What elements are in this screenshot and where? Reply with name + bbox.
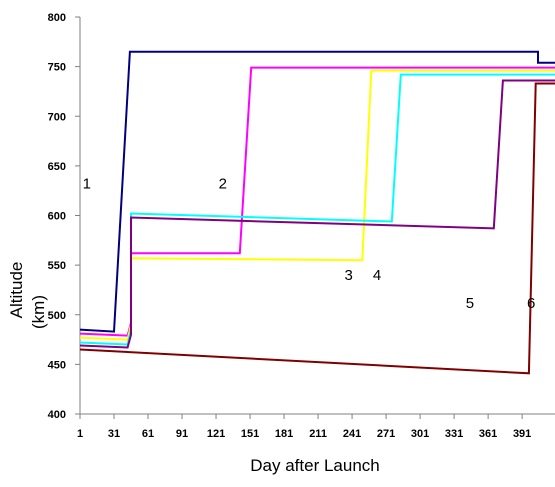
x-tick-label: 241: [343, 428, 361, 440]
plot-area: [79, 50, 555, 375]
y-tick-label: 650: [48, 161, 66, 173]
x-tick-label: 121: [207, 428, 225, 440]
series-line-2: [79, 66, 555, 337]
x-tick-label: 61: [142, 428, 154, 440]
x-axis-title: Day after Launch: [250, 456, 379, 475]
series-line-4: [79, 73, 555, 346]
curve-labels: 1 2 3 4 5 6: [83, 176, 536, 312]
x-tick-label: 31: [108, 428, 120, 440]
x-tick-label: 271: [377, 428, 395, 440]
series-line-1: [79, 50, 555, 333]
curve-label-5: 5: [466, 295, 474, 312]
y-tick-label: 600: [48, 211, 66, 223]
x-tick-label: 1: [77, 428, 83, 440]
y-tick-label: 700: [48, 111, 66, 123]
x-tick-label: 331: [445, 428, 463, 440]
x-tick-label: 361: [479, 428, 497, 440]
x-tick-label: 151: [241, 428, 259, 440]
x-tick-label: 211: [309, 428, 327, 440]
series-line-6: [79, 82, 555, 375]
series-line-5: [79, 79, 555, 349]
curve-label-3: 3: [345, 267, 353, 284]
curve-label-4: 4: [373, 267, 381, 284]
x-tick-label: 91: [176, 428, 188, 440]
y-tick-label: 750: [48, 62, 66, 74]
y-tick-label: 500: [48, 310, 66, 322]
y-tick-label: 550: [48, 260, 66, 272]
y-tick-label: 450: [48, 359, 66, 371]
y-axis-title-unit: (km): [29, 295, 48, 329]
y-tick-label: 400: [48, 409, 66, 421]
curve-label-1: 1: [83, 176, 91, 193]
curve-label-6: 6: [527, 295, 535, 312]
x-tick-label: 181: [275, 428, 293, 440]
y-axis-title: Altitude: [7, 262, 26, 319]
series-line-3: [79, 69, 555, 341]
curve-label-2: 2: [219, 176, 227, 193]
x-tick-label: 301: [411, 428, 429, 440]
x-tick-label: 391: [513, 428, 531, 440]
x-axis: 1 31 61 91 121 151 181 211 241 271 301 331 361 391: [77, 414, 531, 440]
y-axis: 400 450 500 550 600 650 700 750 800: [48, 12, 80, 421]
y-tick-label: 800: [48, 12, 66, 24]
axis-lines: [79, 17, 555, 415]
